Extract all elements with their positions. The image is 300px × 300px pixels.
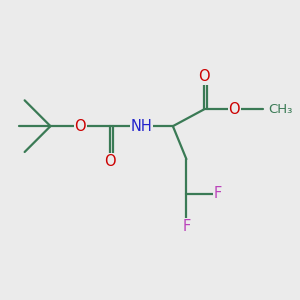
Text: O: O <box>228 102 240 117</box>
Text: F: F <box>214 186 222 201</box>
Text: O: O <box>104 154 116 169</box>
Text: O: O <box>198 69 210 84</box>
Text: CH₃: CH₃ <box>268 103 292 116</box>
Text: NH: NH <box>131 119 153 134</box>
Text: F: F <box>182 219 190 234</box>
Text: O: O <box>74 119 86 134</box>
